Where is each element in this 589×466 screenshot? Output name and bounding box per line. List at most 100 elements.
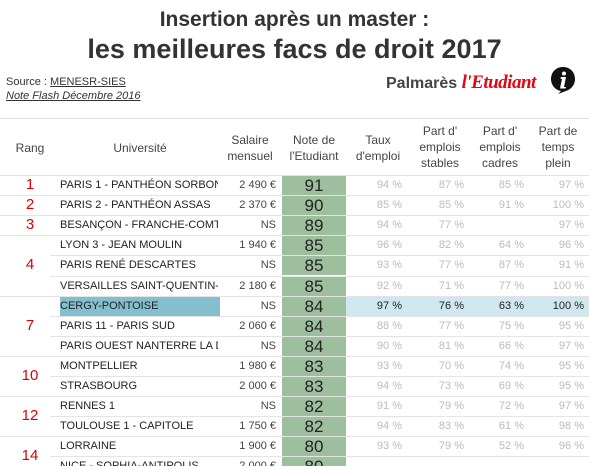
cadres-value [474, 456, 524, 466]
salary-value: 1 900 € [239, 440, 276, 453]
salary-value: 1 940 € [239, 239, 276, 252]
temps-value: 95 % [558, 359, 584, 372]
university-name[interactable]: PARIS 1 - PANTHÉON SORBON.. [60, 179, 218, 191]
cadres-value: 66 % [498, 339, 524, 352]
temps-value [534, 456, 584, 466]
university-name[interactable]: PARIS OUEST NANTERRE LA D.. [60, 339, 218, 352]
taux-value: 94 % [376, 380, 402, 392]
cadres-value: 91 % [498, 199, 524, 212]
cadres-value: 77 % [498, 279, 524, 292]
university-name[interactable]: NICE - SOPHIA-ANTIPOLIS [60, 456, 218, 466]
cadres-value: 61 % [498, 420, 524, 433]
note-value: 85 [282, 256, 346, 276]
header-salaire: Salaire mensuel [222, 132, 278, 164]
taux-value: 92 % [376, 279, 402, 292]
header-salaire-line: Salaire [231, 133, 269, 147]
highlight-row [346, 296, 589, 316]
taux-value: 85 % [376, 199, 402, 212]
stables-value: 77 % [438, 259, 464, 272]
header-note: Note de l'Etudiant [282, 132, 346, 164]
subtitle: les meilleures facs de droit 2017 [87, 34, 502, 64]
brand-part2: l'Etudiant [461, 72, 537, 93]
university-name[interactable]: MONTPELLIER [60, 359, 138, 372]
university-name[interactable]: LYON 3 - JEAN MOULIN [60, 239, 183, 252]
stables-value: 73 % [438, 380, 464, 392]
university-name[interactable]: LORRAINE [60, 440, 117, 453]
cadres-value: 52 % [498, 440, 524, 453]
row-divider [50, 175, 589, 176]
university-name[interactable]: RENNES 1 [60, 400, 116, 413]
rank-label: 7 [25, 316, 35, 334]
university-name[interactable]: PARIS 2 - PANTHÉON ASSAS [60, 199, 211, 212]
stables-value: 70 % [438, 359, 464, 372]
temps-value: 95 % [558, 319, 584, 332]
cadres-value: 64 % [498, 239, 524, 252]
salary-value: 2 000 € [222, 456, 276, 466]
taux-value: 93 % [376, 259, 402, 272]
salary-value: NS [260, 219, 276, 232]
header-note-line: l'Etudiant [289, 149, 339, 163]
rank-label: 4 [25, 256, 35, 274]
temps-value: 100 % [552, 299, 584, 312]
row-divider [50, 396, 589, 398]
university-name[interactable]: CERGY-PONTOISE [60, 299, 159, 312]
temps-value: 96 % [558, 239, 584, 252]
row-divider [50, 255, 589, 257]
taux-value: 94 % [376, 179, 402, 191]
temps-value: 96 % [558, 440, 584, 453]
taux-value: 88 % [376, 319, 402, 332]
note-value: 84 [282, 336, 346, 356]
source-link[interactable]: MENESR-SIES [50, 76, 126, 88]
header-taux-line: Taux [365, 133, 391, 147]
salary-value: 2 370 € [239, 199, 276, 212]
salary-value: 2 060 € [239, 319, 276, 332]
rank-label: 1 [25, 176, 35, 193]
temps-value: 100 % [552, 199, 584, 212]
row-divider [50, 355, 589, 357]
header-top-line [0, 118, 589, 119]
note-value: 83 [282, 377, 346, 397]
temps-value: 100 % [552, 279, 584, 292]
stables-value: 79 % [438, 440, 464, 453]
header-note-line: Note de [292, 133, 336, 147]
note-value: 89 [282, 216, 346, 236]
rank-label: 2 [25, 196, 35, 214]
cadres-value: 87 % [498, 259, 524, 272]
header-rang: Rang [15, 141, 45, 155]
university-name[interactable]: TOULOUSE 1 - CAPITOLE [60, 420, 194, 433]
salary-value: 1 750 € [239, 420, 276, 433]
stables-value: 85 % [438, 199, 464, 212]
row-divider [50, 215, 589, 217]
taux-value: 94 % [376, 420, 402, 433]
header-stables-line: Part d' [422, 124, 458, 138]
note-value: 82 [282, 397, 346, 417]
brand-logo: Palmarès l'Etudiant [386, 72, 536, 94]
university-name[interactable]: PARIS RENÉ DESCARTES [60, 259, 196, 272]
title: Insertion après un master : [159, 8, 430, 31]
row-divider [50, 376, 589, 377]
taux-value: 93 % [376, 440, 402, 453]
source: Source : MENESR-SIES [6, 75, 126, 90]
header-stables-line: stables [420, 156, 460, 170]
row-divider [50, 436, 589, 438]
header-cadres-line: cadres [481, 156, 519, 170]
temps-value: 91 % [558, 259, 584, 272]
header-salaire-line: mensuel [227, 149, 273, 163]
university-name[interactable]: STRASBOURG [60, 380, 138, 392]
university-name[interactable]: PARIS 11 - PARIS SUD [60, 319, 175, 332]
note-value: 85 [282, 276, 346, 296]
stables-value: 71 % [438, 279, 464, 292]
university-name[interactable]: BESANÇON - FRANCHE-COMTÉ [60, 219, 218, 232]
header-temps-line: Part de [538, 124, 578, 138]
rank-label: 12 [21, 407, 39, 425]
row-divider [50, 275, 589, 277]
university-name[interactable]: VERSAILLES SAINT-QUENTIN-.. [60, 279, 218, 292]
salary-value: NS [260, 299, 276, 312]
row-divider [50, 195, 589, 197]
header-temps-line: plein [545, 156, 571, 170]
info-icon[interactable] [548, 65, 578, 95]
note-value: 90 [282, 196, 346, 216]
taux-value: 97 % [376, 299, 402, 312]
stables-value: 77 % [438, 319, 464, 332]
header-taux-line: d'emploi [355, 149, 401, 163]
